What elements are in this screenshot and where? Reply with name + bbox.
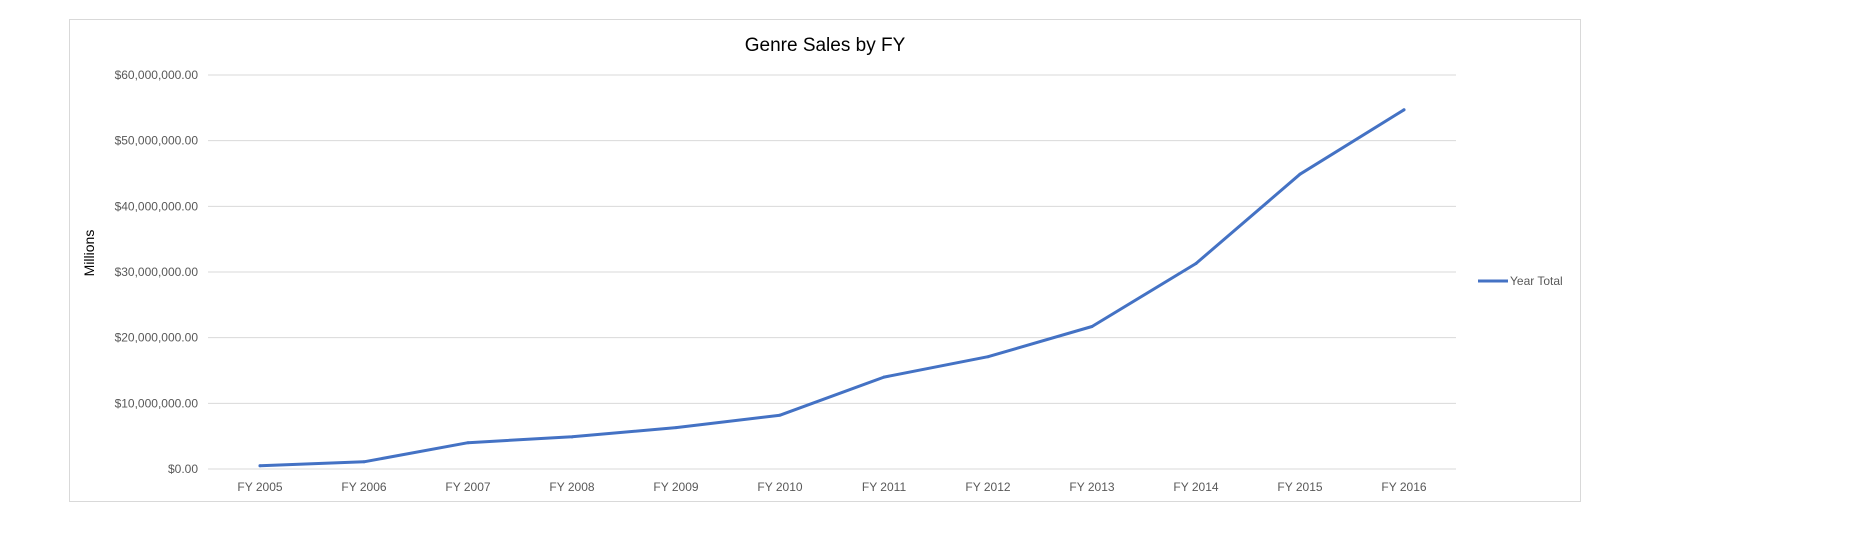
y-tick-label: $50,000,000.00 <box>115 134 199 148</box>
y-tick-label: $40,000,000.00 <box>115 199 199 213</box>
x-tick-label: FY 2013 <box>1069 480 1114 494</box>
y-tick-label: $0.00 <box>168 462 198 476</box>
x-tick-label: FY 2015 <box>1277 480 1322 494</box>
y-tick-label: $10,000,000.00 <box>115 396 199 410</box>
chart-frame <box>69 19 1581 502</box>
x-axis-ticks: FY 2005 FY 2006 FY 2007 FY 2008 FY 2009 FY 20… <box>237 480 1426 494</box>
data-point <box>778 413 782 417</box>
data-point <box>674 426 678 430</box>
x-tick-label: FY 2009 <box>653 480 698 494</box>
legend: Year Total <box>1478 274 1563 288</box>
data-point <box>1090 325 1094 329</box>
data-point <box>882 375 886 379</box>
series-layer <box>258 108 1406 468</box>
x-tick-label: FY 2011 <box>862 480 907 494</box>
y-tick-label: $30,000,000.00 <box>115 265 199 279</box>
data-point <box>1402 108 1406 112</box>
x-tick-label: FY 2007 <box>445 480 490 494</box>
data-point <box>466 441 470 445</box>
x-tick-label: FY 2012 <box>965 480 1010 494</box>
x-tick-label: FY 2010 <box>757 480 802 494</box>
y-axis-ticks: $0.00 $10,000,000.00 $20,000,000.00 $30,000… <box>115 68 199 476</box>
data-point <box>1194 261 1198 265</box>
x-tick-label: FY 2016 <box>1381 480 1426 494</box>
x-tick-label: FY 2014 <box>1173 480 1218 494</box>
data-point <box>570 435 574 439</box>
x-tick-label: FY 2008 <box>549 480 594 494</box>
gridlines <box>208 74 1456 470</box>
data-point <box>986 355 990 359</box>
data-point <box>1298 172 1302 176</box>
legend-label: Year Total <box>1510 274 1563 288</box>
x-tick-label: FY 2006 <box>341 480 386 494</box>
x-tick-label: FY 2005 <box>237 480 282 494</box>
y-tick-label: $20,000,000.00 <box>115 331 199 345</box>
y-axis-label: Millions <box>81 230 97 277</box>
series-line <box>258 108 1406 468</box>
chart-title: Genre Sales by FY <box>745 35 906 56</box>
data-point <box>362 460 366 464</box>
data-point <box>258 464 262 468</box>
y-tick-label: $60,000,000.00 <box>115 68 199 82</box>
